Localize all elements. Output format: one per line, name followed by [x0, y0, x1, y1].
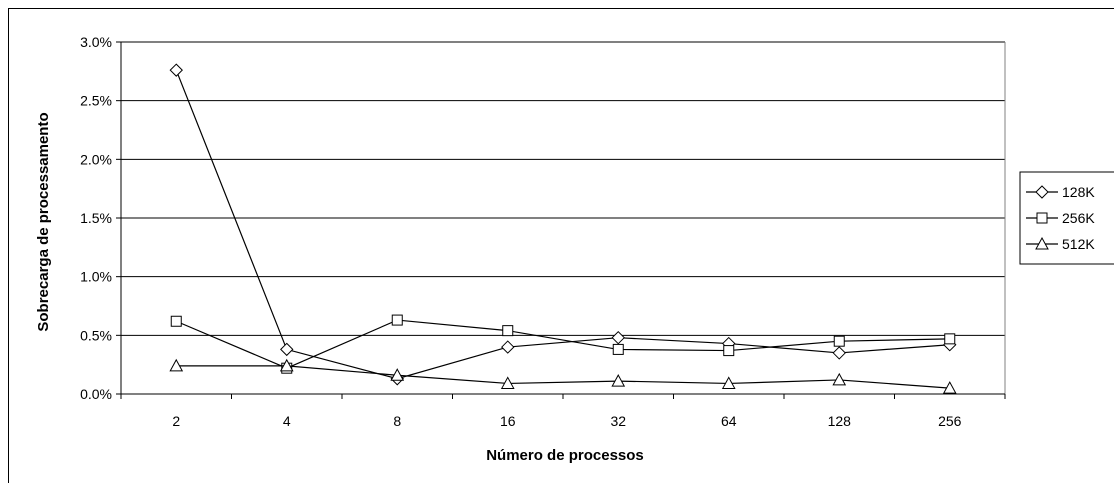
x-axis-title: Número de processos — [486, 447, 644, 464]
triangle-marker — [279, 358, 294, 372]
y-axis-title: Sobrecarga de processamento — [35, 112, 52, 331]
y-tick-label: 2.5% — [80, 93, 112, 109]
x-axis-ticks: 2 4 8 16 32 64 128 256 — [120, 394, 1006, 429]
triangle-marker — [611, 374, 626, 387]
x-tick-label: 16 — [500, 413, 516, 429]
legend-label: 512K — [1062, 236, 1095, 252]
x-tick-label: 8 — [393, 413, 401, 429]
y-axis-ticks: 0.0% 0.5% 1.0% 1.5% 2.0% 2.5% 3.0% — [80, 34, 121, 402]
square-marker — [612, 343, 624, 355]
gridlines — [121, 41, 1005, 336]
square-marker — [502, 325, 514, 337]
legend-item-512k: 512K — [1026, 236, 1095, 252]
square-marker — [833, 335, 845, 347]
y-tick-label: 1.0% — [80, 269, 112, 285]
square-marker — [944, 333, 956, 345]
x-tick-label: 2 — [172, 413, 180, 429]
series-256k — [170, 314, 956, 374]
square-marker — [170, 315, 182, 327]
diamond-marker — [280, 342, 294, 357]
series-line — [175, 69, 950, 380]
diamond-marker — [611, 330, 625, 345]
triangle-marker — [500, 376, 515, 389]
y-tick-label: 2.0% — [80, 151, 112, 167]
triangle-marker — [942, 381, 957, 394]
x-tick-label: 128 — [828, 413, 852, 429]
triangle-marker — [169, 358, 184, 372]
diamond-marker — [832, 346, 846, 360]
triangle-marker — [832, 372, 847, 386]
series-128k — [169, 63, 957, 386]
legend-label: 128K — [1062, 184, 1095, 200]
y-tick-label: 0.0% — [80, 386, 112, 402]
triangle-marker — [1035, 236, 1049, 250]
diamond-marker — [1035, 185, 1049, 199]
legend-item-256k: 256K — [1026, 210, 1095, 226]
y-tick-label: 0.5% — [80, 327, 112, 343]
legend-label: 256K — [1062, 210, 1095, 226]
series-512k — [169, 358, 957, 394]
square-marker — [1036, 212, 1048, 224]
chart-frame — [8, 8, 1114, 483]
triangle-marker — [721, 376, 736, 389]
triangle-marker — [390, 368, 405, 381]
x-tick-label: 64 — [721, 413, 737, 429]
y-tick-label: 1.5% — [80, 210, 112, 226]
square-marker — [723, 345, 735, 357]
x-tick-label: 32 — [610, 413, 626, 429]
legend-item-128k: 128K — [1026, 184, 1095, 200]
series-line — [176, 319, 950, 369]
square-marker — [391, 314, 403, 326]
diamond-marker — [169, 63, 183, 77]
diamond-marker — [501, 340, 515, 354]
series-group — [169, 63, 957, 394]
y-tick-label: 3.0% — [80, 34, 112, 50]
x-tick-label: 4 — [283, 413, 291, 429]
series-line — [176, 365, 950, 389]
x-tick-label: 256 — [938, 413, 962, 429]
legend: 128K 256K 512K — [1019, 171, 1114, 265]
